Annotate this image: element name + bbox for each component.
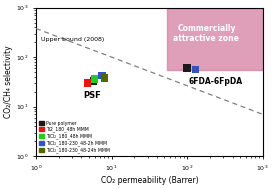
Point xyxy=(100,74,104,77)
Text: Commercially
attractive zone: Commercially attractive zone xyxy=(173,24,239,43)
Point xyxy=(93,78,97,81)
X-axis label: CO₂ permeability (Barrer): CO₂ permeability (Barrer) xyxy=(100,176,198,185)
Point xyxy=(85,81,90,84)
Point xyxy=(194,68,198,71)
Point xyxy=(102,77,106,80)
Text: PSF: PSF xyxy=(83,91,101,100)
Y-axis label: CO₂/CH₄ selectivity: CO₂/CH₄ selectivity xyxy=(4,46,13,118)
Text: Upper bound (2008): Upper bound (2008) xyxy=(41,37,104,42)
Point xyxy=(91,80,96,83)
Legend: Pure polymer, Ti2_180_48h MMM, TiCl₂_180_48h MMM, TiCl₂_180-230_48-2h MMM, TiCl₂: Pure polymer, Ti2_180_48h MMM, TiCl₂_180… xyxy=(38,120,110,154)
Point xyxy=(185,67,189,70)
Text: 6FDA-6FpDA: 6FDA-6FpDA xyxy=(189,77,243,86)
